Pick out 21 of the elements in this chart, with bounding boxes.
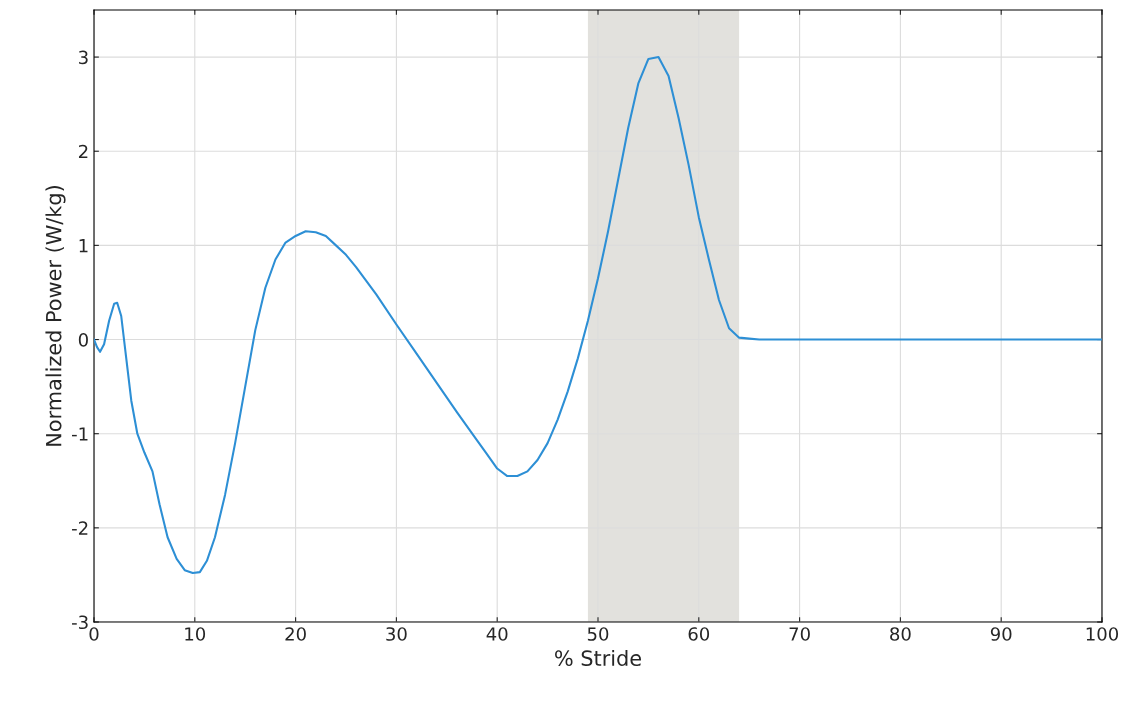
x-axis-title: % Stride — [555, 649, 641, 667]
y-tick-label: -2 — [72, 521, 88, 535]
y-axis-title: Normalized Power (W/kg) — [45, 186, 66, 446]
x-tick-label: 0 — [89, 627, 99, 641]
x-tick-label: 50 — [587, 627, 609, 641]
y-tick-label: 3 — [79, 50, 88, 65]
x-tick-label: 40 — [486, 627, 508, 641]
y-tick-label: 0 — [78, 333, 88, 347]
x-tick-label: 60 — [688, 627, 710, 641]
x-tick-label: 10 — [185, 627, 206, 641]
x-tick-label: 70 — [789, 627, 810, 641]
y-tick-label: 2 — [78, 144, 88, 159]
x-tick-label: 30 — [386, 627, 407, 641]
line-series — [94, 56, 1102, 575]
y-tick-label: -1 — [72, 427, 88, 441]
y-tick-label: 1 — [79, 239, 88, 253]
x-tick-label: 90 — [990, 627, 1012, 641]
x-tick-label: 100 — [1086, 627, 1119, 641]
x-tick-label: 20 — [285, 627, 306, 641]
y-tick-label: -3 — [72, 615, 88, 630]
x-tick-label: 80 — [890, 627, 911, 641]
